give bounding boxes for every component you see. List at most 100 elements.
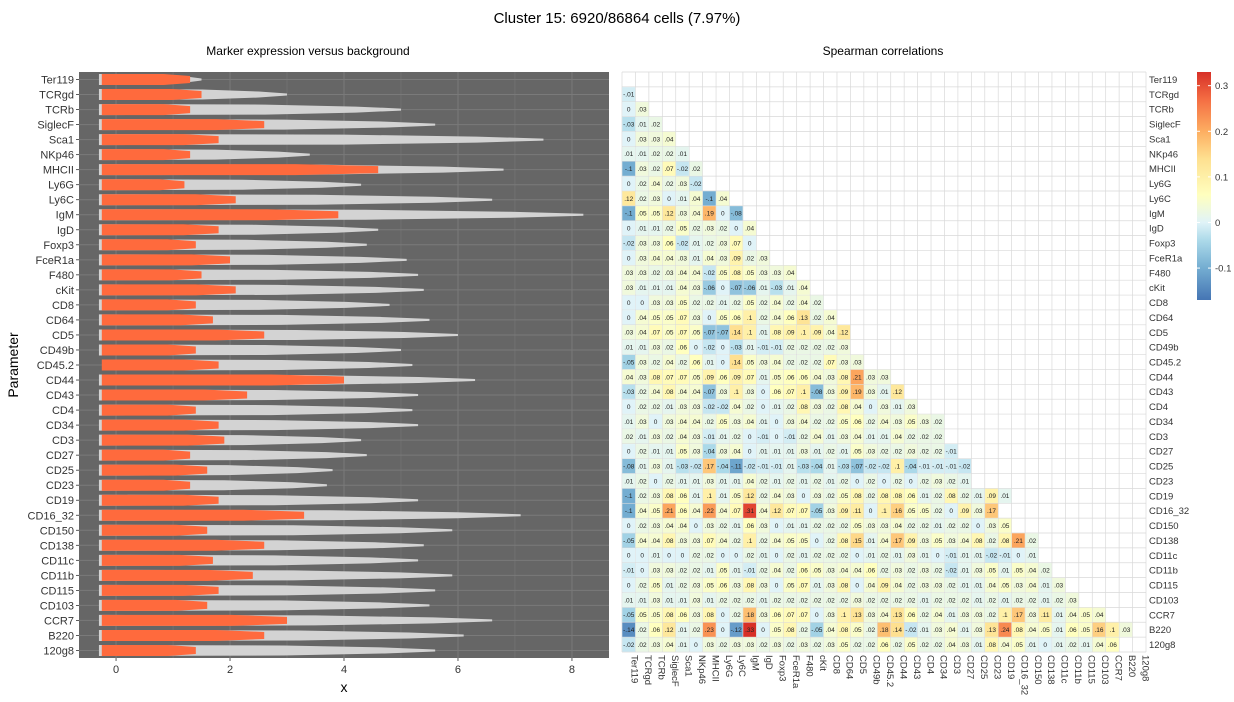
heatmap-cell-label: .03 — [665, 300, 674, 307]
heatmap-cell — [931, 503, 945, 518]
heatmap-cell-label: .03 — [651, 642, 660, 649]
heatmap-cell — [891, 518, 904, 533]
heatmap-cell-label: 0 — [627, 582, 631, 589]
heatmap-cell — [676, 369, 689, 385]
y-tick-label: CD49b — [40, 345, 74, 357]
heatmap-cell-label: .12 — [665, 627, 674, 634]
cluster-band-CD16_32 — [101, 509, 305, 521]
heatmap-cell-label: .02 — [651, 270, 660, 277]
column-label: CD5 — [857, 655, 868, 674]
heatmap-cell — [702, 250, 716, 266]
heatmap-cell — [958, 548, 972, 563]
y-tick-label: NKp46 — [40, 150, 74, 162]
y-tick-label: CD3 — [52, 435, 74, 447]
y-tick-label: TCRb — [45, 105, 74, 117]
heatmap-cell-label: .02 — [826, 493, 835, 500]
heatmap-cell — [971, 533, 985, 548]
heatmap-cell-label: -.08 — [731, 211, 743, 218]
heatmap-cell — [635, 176, 649, 191]
heatmap-cell — [904, 429, 918, 444]
heatmap-cell-label: .03 — [920, 568, 929, 575]
heatmap-cell — [716, 518, 730, 533]
column-label: CD49b — [871, 655, 882, 685]
heatmap-cell — [770, 325, 783, 340]
heatmap-cell-label: .08 — [665, 493, 674, 500]
cluster-band-Ly6G — [101, 179, 185, 191]
heatmap-cell-label: .01 — [678, 597, 687, 604]
heatmap-cell — [676, 607, 689, 622]
heatmap-cell — [649, 146, 663, 161]
heatmap-cell-label: .03 — [879, 404, 888, 411]
heatmap-cell — [891, 592, 904, 608]
column-label: CD27 — [965, 655, 976, 679]
heatmap-cell-label: .03 — [920, 419, 929, 426]
heatmap-cell — [864, 444, 877, 459]
heatmap-cell-label: .04 — [705, 255, 714, 262]
heatmap-cell-label: .03 — [933, 478, 942, 485]
heatmap-cell-label: .07 — [665, 374, 674, 381]
heatmap-cell-label: .03 — [826, 612, 835, 619]
heatmap-cell-label: -.02 — [744, 464, 756, 471]
heatmap-cell-label: .06 — [772, 389, 781, 396]
heatmap-cell — [864, 414, 877, 429]
heatmap-cell-label: .19 — [853, 389, 862, 396]
heatmap-cell — [796, 444, 810, 459]
heatmap-cell-label: 0 — [734, 553, 738, 560]
heatmap-cell-label: .03 — [960, 642, 969, 649]
heatmap-cell-label: .03 — [638, 166, 647, 173]
heatmap-cell-label: .01 — [960, 553, 969, 560]
heatmap-cell-label: .02 — [947, 478, 956, 485]
heatmap-cell-label: .21 — [1014, 538, 1023, 545]
heatmap-cell-label: .02 — [879, 553, 888, 560]
heatmap-cell-label: 0 — [869, 404, 873, 411]
heatmap-cell-label: .08 — [732, 270, 741, 277]
heatmap-cell — [958, 533, 972, 548]
row-label: CD23 — [1149, 476, 1173, 487]
heatmap-cell-label: .03 — [651, 136, 660, 143]
heatmap-cell — [716, 592, 730, 608]
heatmap-cell — [702, 325, 716, 340]
heatmap-cell-label: .21 — [665, 508, 674, 515]
y-tick-label: CD25 — [46, 465, 74, 477]
y-tick-label: CD44 — [46, 375, 74, 387]
heatmap-cell — [649, 622, 663, 637]
heatmap-cell — [796, 339, 810, 355]
heatmap-cell-label: .02 — [866, 419, 875, 426]
heatmap-cell-label: 0 — [869, 508, 873, 515]
heatmap-cell-label: .02 — [812, 642, 821, 649]
heatmap-cell — [850, 369, 864, 385]
heatmap-cell — [689, 265, 703, 280]
heatmap-cell-label: .04 — [745, 226, 754, 233]
heatmap-cell — [756, 310, 770, 325]
heatmap-cell — [958, 488, 972, 503]
heatmap-cell — [783, 622, 797, 637]
heatmap-cell-label: -.02 — [959, 464, 971, 471]
correlation-panel-title: Spearman correlations — [823, 44, 944, 58]
heatmap-cell-label: .03 — [718, 240, 727, 247]
heatmap-cell-label: .01 — [638, 285, 647, 292]
heatmap-cell-label: .03 — [826, 374, 835, 381]
heatmap-cell — [904, 458, 918, 474]
heatmap-cell-label: .04 — [638, 538, 647, 545]
heatmap-cell-label: .03 — [839, 359, 848, 366]
heatmap-cell — [756, 354, 770, 370]
heatmap-cell-label: .04 — [1027, 582, 1036, 589]
heatmap-cell-label: .12 — [665, 211, 674, 218]
heatmap-cell-label: .02 — [759, 300, 768, 307]
heatmap-cell-label: .01 — [826, 434, 835, 441]
heatmap-cell-label: .03 — [772, 642, 781, 649]
heatmap-cell — [944, 533, 958, 548]
heatmap-cell — [676, 146, 689, 161]
heatmap-cell — [823, 310, 837, 325]
heatmap-cell — [864, 607, 877, 622]
heatmap-cell-label: -.01 — [784, 434, 796, 441]
heatmap-cell — [635, 295, 649, 310]
heatmap-cell — [756, 339, 770, 355]
colorbar-tick-label: 0.1 — [1215, 172, 1228, 183]
heatmap-cell — [770, 265, 783, 280]
heatmap-cell-label: .02 — [665, 226, 674, 233]
heatmap-cell-label: .13 — [893, 612, 902, 619]
heatmap-cell — [904, 577, 918, 593]
heatmap-cell — [622, 191, 636, 206]
heatmap-cell-label: .03 — [826, 508, 835, 515]
